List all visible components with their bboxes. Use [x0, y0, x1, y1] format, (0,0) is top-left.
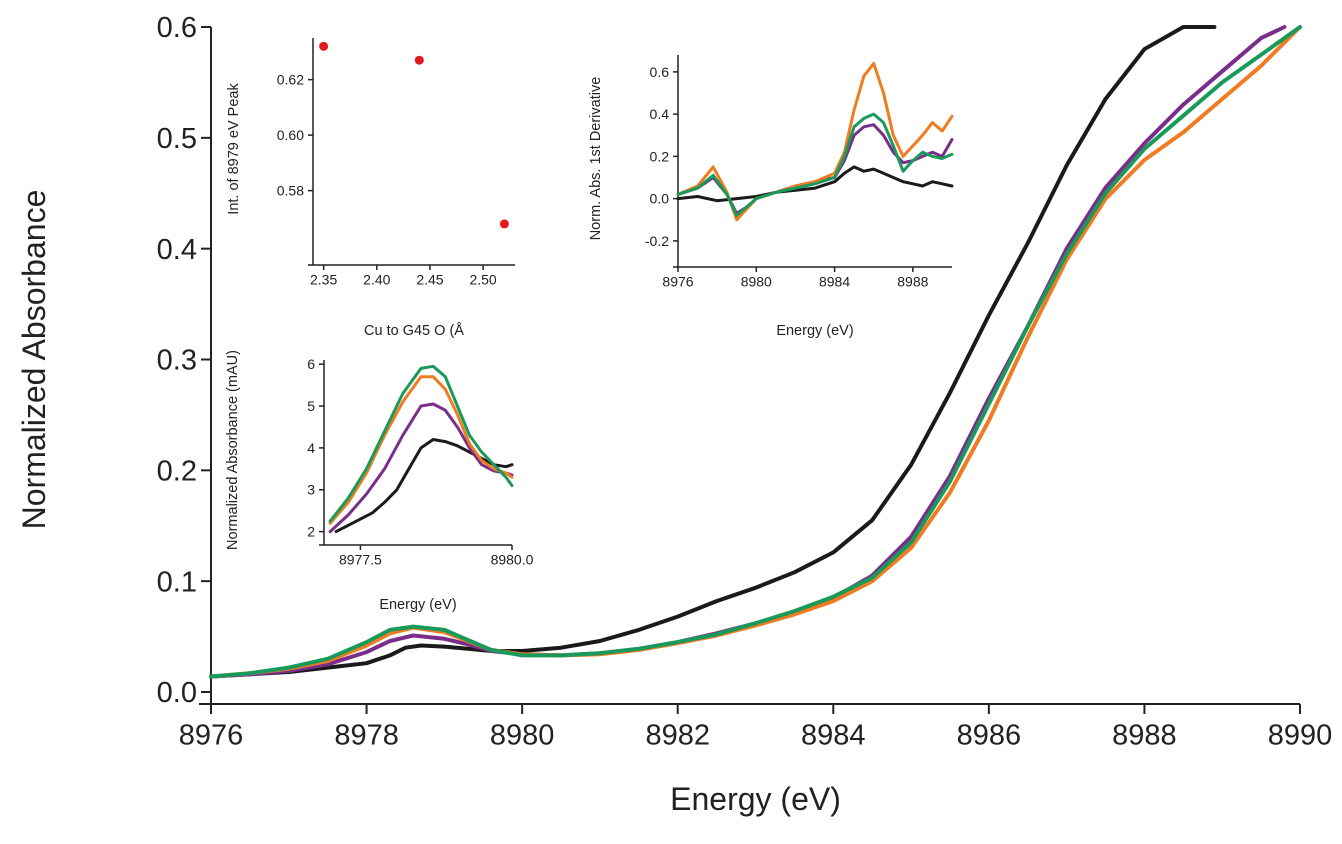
- series-line: [209, 25, 1302, 679]
- x-tick-label: 8978: [334, 719, 399, 751]
- x-tick-label: 2.45: [416, 272, 443, 288]
- inset-scatter: 2.35 2.40 2.45 2.50 0.58 0.60 0.62 Cu to G45 O …: [226, 38, 515, 339]
- series-line: [334, 438, 514, 534]
- series-line: [676, 112, 954, 217]
- y-axis-label: Int. of 8979 eV Peak: [226, 83, 242, 215]
- x-tick-label: 8980: [741, 274, 772, 290]
- y-tick-label: 4: [307, 440, 315, 456]
- data-point: [414, 55, 424, 65]
- y-tick-label: 0.5: [157, 123, 197, 155]
- x-axis-label: Energy (eV): [670, 781, 841, 817]
- data-point: [319, 41, 329, 51]
- x-tick-label: 2.50: [469, 272, 496, 288]
- x-tick-label: 8977.5: [339, 552, 382, 568]
- x-tick-label: 8976: [179, 719, 244, 751]
- series-line: [676, 61, 954, 222]
- x-tick-label: 8980.0: [491, 552, 534, 568]
- y-tick-label: 0.6: [157, 12, 197, 44]
- x-tick-label: 8990: [1268, 719, 1333, 751]
- series-line: [328, 364, 514, 523]
- x-axis-label: Cu to G45 O (Å: [364, 322, 464, 339]
- x-tick-label: 8988: [1112, 719, 1177, 751]
- y-tick-label: 0.6: [650, 64, 670, 80]
- y-tick-label: 0.62: [277, 72, 304, 88]
- x-tick-label: 8984: [819, 274, 850, 290]
- y-axis-label: Norm. Abs. 1st Derivative: [588, 77, 604, 241]
- y-tick-label: -0.2: [645, 233, 669, 249]
- y-tick-label: 0.1: [157, 566, 197, 598]
- y-tick-label: 0.0: [157, 677, 197, 709]
- x-axis-label: Energy (eV): [776, 323, 853, 339]
- series-line: [209, 25, 1302, 679]
- y-tick-label: 0.4: [157, 234, 197, 266]
- y-tick-label: 0.3: [157, 345, 197, 377]
- y-tick-label: 0.2: [157, 455, 197, 487]
- x-axis-label: Energy (eV): [379, 597, 456, 613]
- x-tick-label: 8982: [645, 719, 710, 751]
- x-tick-label: 8988: [897, 274, 928, 290]
- series-line: [209, 25, 1287, 679]
- y-tick-label: 2: [307, 524, 315, 540]
- x-tick-label: 2.35: [310, 272, 337, 288]
- series-line: [328, 375, 514, 525]
- series-line: [676, 165, 954, 203]
- main-chart: 8976 8978 8980 8982 8984 8986 8988 8990 0.0 0.1 0.…: [16, 12, 1332, 817]
- series-line: [328, 402, 514, 534]
- data-point: [499, 219, 509, 229]
- y-tick-label: 0.0: [650, 191, 670, 207]
- y-tick-label: 0.4: [650, 106, 670, 122]
- x-tick-label: 2.40: [363, 272, 390, 288]
- y-tick-label: 6: [307, 356, 315, 372]
- y-tick-label: 0.2: [650, 148, 670, 164]
- y-tick-label: 0.58: [277, 183, 304, 199]
- inset-derivative: 8976 8980 8984 8988 -0.2 0.0 0.2 0.4 0.6 Energy (…: [588, 55, 954, 339]
- x-tick-label: 8980: [490, 719, 555, 751]
- x-tick-label: 8984: [801, 719, 866, 751]
- x-tick-label: 8976: [662, 274, 693, 290]
- y-tick-label: 3: [307, 482, 315, 498]
- y-tick-label: 5: [307, 398, 315, 414]
- inset-preedge: 8977.5 8980.0 2 3 4 5 6 Energy (eV) Normalized A…: [225, 350, 534, 613]
- y-tick-label: 0.60: [277, 127, 304, 143]
- y-axis-label: Normalized Absorbance (mAU): [225, 350, 241, 550]
- y-axis-label: Normalized Absorbance: [16, 190, 52, 530]
- series-line: [209, 25, 1217, 679]
- x-tick-label: 8986: [957, 719, 1022, 751]
